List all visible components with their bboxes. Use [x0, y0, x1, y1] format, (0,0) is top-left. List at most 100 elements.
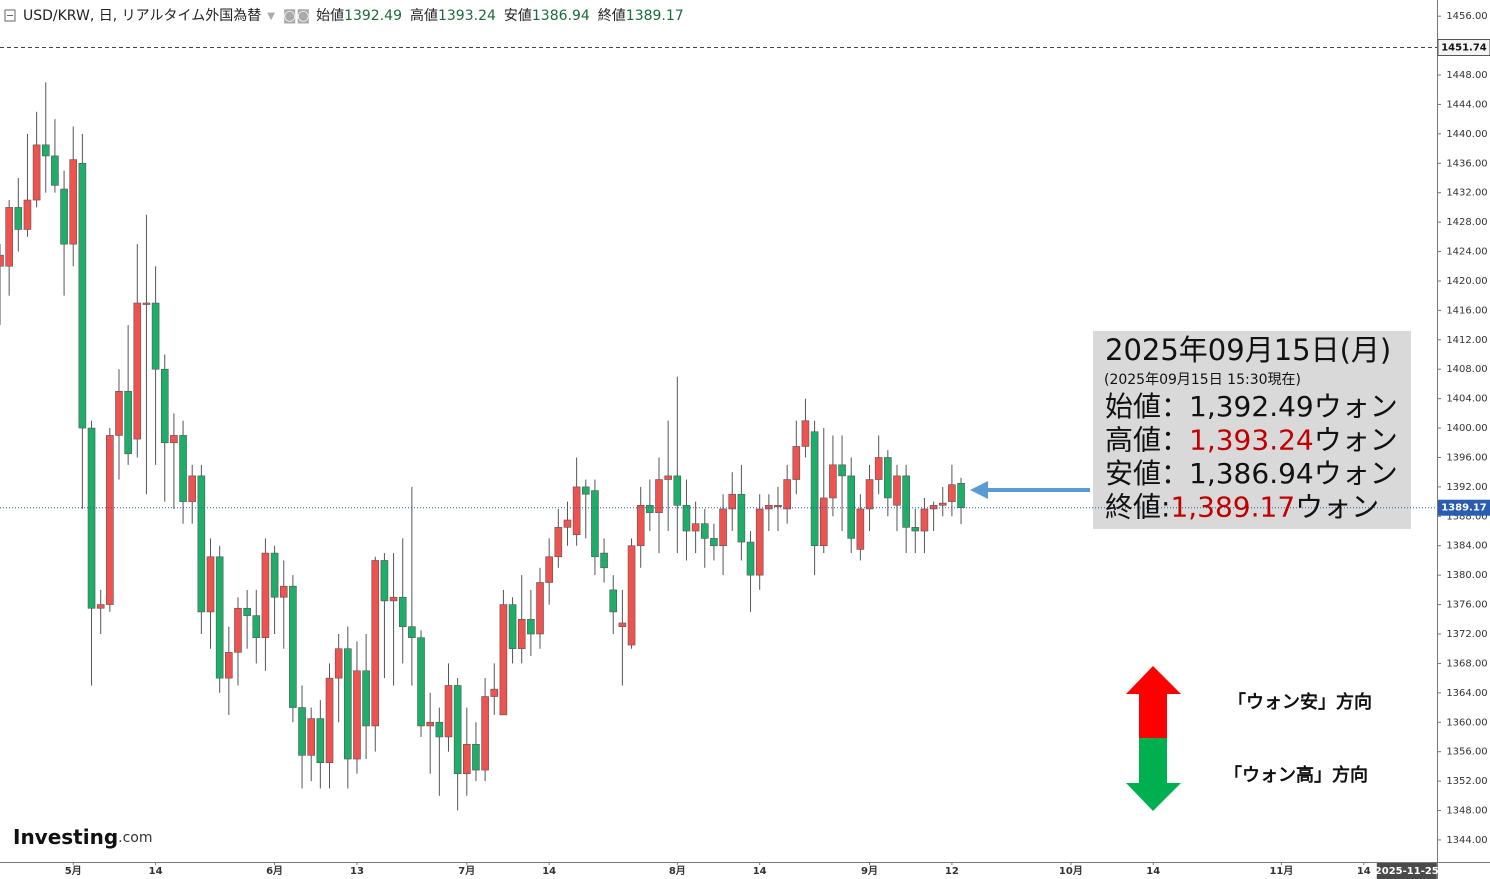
y-tick-label: 1392.00	[1446, 482, 1487, 493]
row-sep: :	[1161, 491, 1170, 524]
candle-body	[5, 207, 13, 267]
collapse-icon[interactable]	[4, 9, 16, 22]
candle-body	[929, 504, 938, 510]
up-arrow	[1126, 666, 1181, 738]
candle-body	[884, 457, 892, 499]
candle-body	[499, 604, 508, 716]
candle-body	[371, 560, 380, 727]
logo: Investing.com	[13, 825, 153, 849]
candle-body	[344, 648, 352, 760]
y-tick-label: 1428.00	[1446, 217, 1487, 228]
x-marker-box	[1376, 863, 1437, 879]
y-tick-label: 1404.00	[1446, 394, 1487, 405]
candle-body	[865, 479, 874, 510]
y-tick-label: 1436.00	[1446, 158, 1487, 169]
x-tick-label: 10月	[1059, 865, 1083, 877]
y-tick-label: 1400.00	[1446, 423, 1487, 434]
candle-body	[69, 159, 78, 245]
candle-body	[847, 475, 856, 539]
y-tick-label: 1440.00	[1446, 129, 1487, 140]
candle-body	[600, 552, 608, 569]
x-tick-label: 14	[1146, 866, 1160, 877]
candle-body	[325, 677, 334, 764]
annotation-row: 高値：1,393.24ウォン	[1105, 424, 1398, 457]
down-arrow	[1126, 738, 1181, 811]
candle-body	[655, 479, 663, 513]
pointer-arrow-head	[970, 481, 988, 499]
row-value: 1,393.24	[1189, 424, 1314, 457]
y-tick-label: 1456.00	[1446, 11, 1487, 22]
x-marker-label: 2025-11-25	[1375, 866, 1439, 877]
candle-body	[801, 420, 810, 447]
candle-body	[902, 475, 910, 528]
candle-body	[243, 607, 251, 616]
candle-body	[14, 207, 23, 230]
y-tick-label: 1444.00	[1446, 99, 1487, 110]
candle-body	[829, 464, 837, 499]
row-unit: ウォン	[1314, 424, 1398, 457]
candle-body	[307, 718, 315, 756]
row-unit: ウォン	[1314, 457, 1398, 490]
ohlc-label: 安値	[504, 8, 532, 24]
candle-body	[673, 475, 682, 506]
candle-body	[289, 585, 297, 708]
candle-body	[362, 670, 370, 727]
y-tick-label: 1384.00	[1446, 541, 1487, 552]
annotation-row: 終値:1,389.17ウォン	[1105, 491, 1379, 524]
candle-body	[170, 435, 178, 444]
row-sep: ：	[1161, 390, 1189, 423]
candle-body	[746, 541, 755, 576]
ohlc-value: 1393.24	[438, 8, 496, 24]
candle-body	[893, 475, 901, 506]
candle-body	[545, 556, 553, 583]
header-icon: ▼	[267, 11, 275, 22]
candle-body	[911, 527, 920, 532]
candle-body	[142, 302, 151, 305]
ohlc-label: 始値	[316, 8, 344, 24]
candle-body	[609, 589, 618, 613]
x-tick-label: 14	[753, 866, 767, 877]
candle-body	[316, 718, 325, 764]
candle-body	[517, 618, 526, 650]
candle-body	[700, 523, 709, 539]
x-tick-label: 5月	[65, 865, 82, 877]
candle-body	[581, 486, 590, 495]
x-tick-label: 11月	[1269, 865, 1293, 877]
candle-body	[408, 626, 416, 638]
x-tick-label: 9月	[861, 865, 878, 877]
y-tick-label: 1344.00	[1446, 835, 1487, 846]
y-tick-label: 1448.00	[1446, 70, 1487, 81]
candle-body	[719, 508, 727, 547]
candle-body	[636, 504, 645, 547]
x-tick-label: 8月	[669, 865, 686, 877]
candle-body	[398, 596, 407, 627]
candle-body	[279, 585, 288, 598]
candle-body	[508, 604, 517, 650]
candle-body	[234, 607, 242, 653]
candle-body	[380, 560, 389, 602]
candle-body	[691, 523, 700, 532]
candle-body	[353, 670, 361, 760]
y-tick-label: 1352.00	[1446, 776, 1487, 787]
candle-body	[728, 493, 737, 510]
x-tick-label: 7月	[458, 865, 475, 877]
y-tick-label: 1432.00	[1446, 188, 1487, 199]
y-tick-label: 1368.00	[1446, 658, 1487, 669]
row-sep: ：	[1161, 457, 1189, 490]
candle-body	[462, 744, 471, 775]
candle-body	[188, 475, 197, 502]
header-icon: ◙◙	[283, 8, 310, 24]
y-tick-label: 1412.00	[1446, 335, 1487, 346]
candle-body	[78, 162, 87, 429]
candle-body	[856, 508, 865, 550]
row-value: 1,392.49	[1189, 390, 1314, 423]
ohlc-label: 高値	[410, 7, 438, 24]
row-label: 終値	[1105, 491, 1161, 524]
candle-body	[682, 504, 691, 532]
ohlc-label: 終値	[598, 8, 626, 24]
y-tick-label: 1388.00	[1446, 511, 1487, 522]
candle-body	[792, 446, 801, 480]
y-tick-label: 1416.00	[1446, 305, 1487, 316]
candle-body	[179, 435, 187, 502]
y-tick-label: 1420.00	[1446, 276, 1487, 287]
